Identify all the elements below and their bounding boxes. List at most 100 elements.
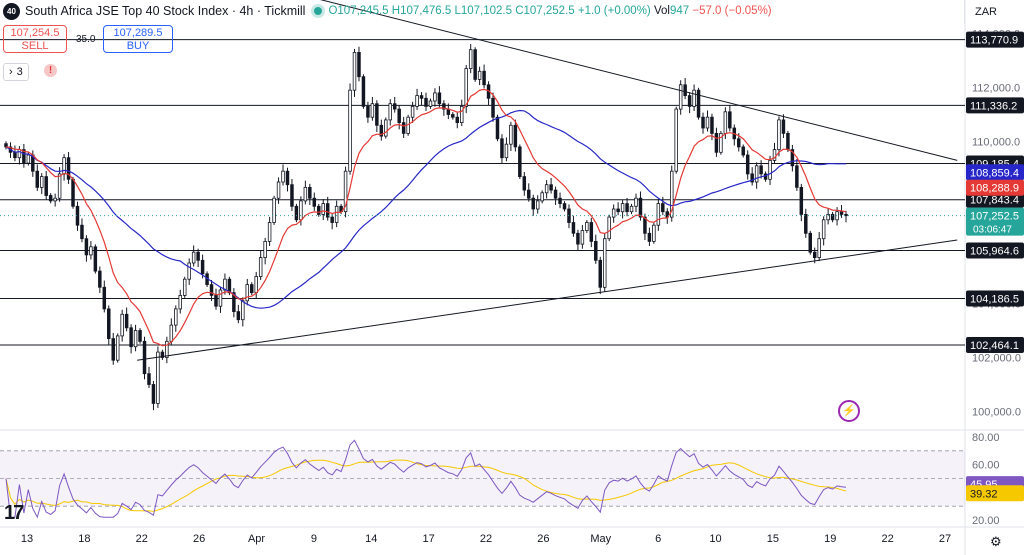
price-tick-label: 102,000.0 — [972, 353, 1021, 365]
bull-candle — [754, 165, 759, 183]
bear-candle — [124, 313, 129, 329]
bull-candle — [343, 170, 348, 213]
bull-candle — [182, 278, 187, 296]
bear-candle — [317, 205, 321, 215]
bull-candle — [263, 240, 267, 258]
time-tick-label: Apr — [248, 533, 265, 545]
bear-candle — [687, 95, 692, 107]
bear-candle — [844, 213, 848, 217]
bear-candle — [419, 95, 424, 99]
bear-candle — [71, 178, 75, 207]
buy-button[interactable]: 107,289.5 BUY — [103, 25, 173, 53]
price-tick-label: 110,000.0 — [972, 137, 1020, 149]
bull-candle — [218, 289, 223, 307]
bull-candle — [585, 222, 589, 231]
bear-candle — [397, 108, 401, 123]
open-value: O107,245.5 — [328, 5, 389, 17]
buy-label: BUY — [126, 40, 150, 52]
bear-candle — [138, 330, 142, 342]
time-tick-label: 10 — [709, 533, 721, 545]
price-tick-label: 100,000.0 — [972, 407, 1021, 419]
bull-candle — [460, 106, 464, 124]
bull-candle — [334, 205, 339, 223]
bear-candle — [330, 216, 334, 223]
bull-candle — [634, 197, 638, 207]
bear-candle — [44, 176, 48, 196]
tradingview-logo-icon[interactable]: 17 — [4, 502, 24, 524]
time-tick-label: 15 — [767, 533, 779, 545]
warning-icon[interactable]: ! — [44, 64, 57, 77]
bear-candle — [357, 52, 361, 78]
bear-candle — [790, 149, 795, 167]
bull-candle — [826, 213, 830, 221]
bull-candle — [245, 284, 250, 302]
bear-candle — [209, 284, 214, 296]
bear-candle — [786, 132, 790, 150]
bull-candle — [835, 211, 839, 221]
bear-candle — [35, 170, 40, 188]
bull-candle — [602, 238, 607, 288]
bull-candle — [281, 170, 285, 183]
bull-candle — [656, 203, 661, 226]
bull-candle — [620, 203, 625, 213]
bull-candle — [17, 149, 22, 159]
bear-candle — [375, 103, 379, 126]
bull-candle — [674, 108, 678, 172]
bear-candle — [437, 92, 442, 105]
indicators-toggle[interactable]: › 3 — [3, 63, 29, 81]
bear-candle — [312, 197, 317, 207]
symbol-logo-icon: 40 — [3, 2, 20, 20]
current-price-tag — [966, 207, 1024, 236]
time-tick-label: 17 — [423, 533, 435, 545]
gear-icon[interactable]: ⚙ — [990, 534, 1002, 549]
bear-candle — [22, 149, 26, 164]
bull-candle — [705, 116, 710, 129]
rsi-tick-label: 60.00 — [972, 460, 1000, 472]
bull-candle — [115, 335, 120, 361]
time-tick-label: 19 — [824, 533, 836, 545]
change-value: +1.0 (+0.00%) — [577, 5, 651, 17]
bear-candle — [839, 211, 844, 215]
bear-candle — [527, 189, 531, 199]
lightning-icon[interactable]: ⚡ — [838, 400, 860, 422]
price-tick-label: 112,000.0 — [972, 83, 1020, 95]
bear-candle — [643, 216, 647, 234]
bear-candle — [728, 111, 732, 129]
bull-candle — [348, 89, 352, 172]
current-price-label: 108,288.9 — [970, 183, 1019, 195]
bear-candle — [4, 143, 8, 148]
bear-candle — [294, 205, 299, 221]
bear-candle — [442, 103, 446, 110]
level-price-tag — [966, 290, 1024, 307]
current-price-tag — [966, 179, 1024, 196]
bull-candle — [26, 154, 31, 164]
bull-candle — [299, 200, 303, 221]
bull-candle — [821, 219, 826, 240]
bear-candle — [589, 222, 594, 242]
time-tick-label: 27 — [939, 533, 951, 545]
bull-candle — [580, 230, 585, 245]
bull-candle — [62, 157, 66, 175]
time-tick-label: 26 — [193, 533, 205, 545]
bear-candle — [455, 116, 460, 123]
bull-candle — [768, 159, 772, 180]
bull-candle — [40, 176, 44, 188]
level-price-tag — [966, 97, 1024, 114]
bear-candle — [518, 146, 522, 177]
bull-candle — [410, 106, 415, 118]
bear-candle — [491, 97, 495, 118]
volume-label: Vol — [653, 5, 670, 17]
sell-button[interactable]: 107,254.5 SELL — [3, 25, 67, 53]
bull-candle — [504, 143, 509, 159]
bear-candle — [571, 222, 576, 234]
bull-candle — [169, 324, 174, 342]
symbol-title[interactable]: South Africa JSE Top 40 Stock Index · 4h… — [25, 4, 306, 18]
time-tick-label: 18 — [78, 533, 90, 545]
bear-candle — [522, 176, 527, 191]
bear-candle — [473, 49, 477, 80]
bear-candle — [710, 116, 714, 134]
bear-candle — [750, 173, 754, 183]
close-value: C107,252.5 — [515, 5, 575, 17]
bear-candle — [661, 203, 665, 213]
